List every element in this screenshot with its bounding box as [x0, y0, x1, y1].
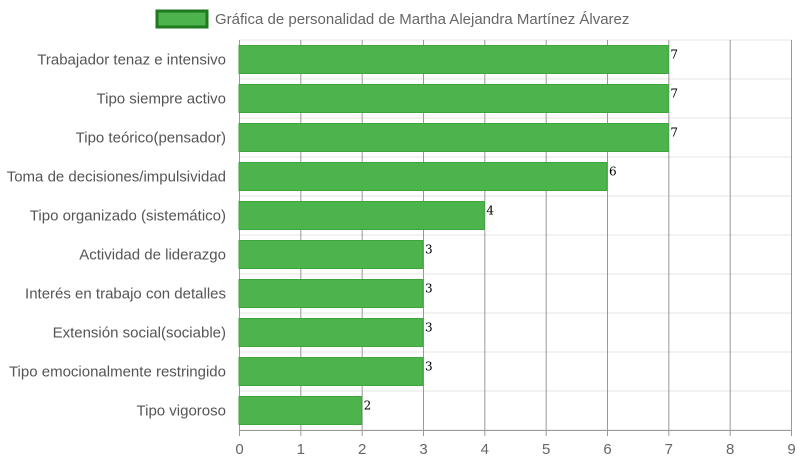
category-label: Trabajador tenaz e intensivo — [37, 52, 226, 69]
data-label: 2 — [364, 399, 372, 413]
x-axis: 0 1 2 3 4 5 6 7 8 9 — [235, 441, 795, 458]
data-label: 3 — [425, 282, 433, 296]
bar — [238, 45, 669, 74]
x-tick-label: 6 — [603, 441, 611, 458]
bar — [238, 396, 363, 425]
bar — [238, 201, 485, 230]
data-label: 3 — [425, 321, 433, 335]
category-label: Actividad de liderazgo — [79, 247, 226, 264]
data-label: 7 — [670, 87, 678, 101]
category-label: Tipo siempre activo — [97, 91, 227, 108]
category-label: Interés en trabajo con detalles — [25, 286, 226, 303]
x-tick-label: 0 — [235, 441, 243, 458]
bars — [238, 45, 669, 425]
data-label: 7 — [670, 126, 678, 140]
x-tick-label: 2 — [358, 441, 366, 458]
legend-swatch[interactable] — [155, 9, 209, 29]
value-labels: 7 7 7 6 4 3 3 3 3 2 — [364, 48, 678, 413]
legend[interactable]: Gráfica de personalidad de Martha Alejan… — [155, 9, 629, 29]
category-label: Tipo emocionalmente restringido — [9, 364, 226, 381]
x-tick-label: 4 — [481, 441, 489, 458]
data-label: 7 — [670, 48, 678, 62]
category-labels: Trabajador tenaz e intensivo Tipo siempre… — [7, 52, 226, 420]
category-label: Tipo teórico(pensador) — [76, 130, 226, 147]
data-label: 3 — [425, 243, 433, 257]
category-label: Tipo vigoroso — [137, 403, 227, 420]
x-tick-label: 5 — [542, 441, 550, 458]
bar — [238, 84, 669, 113]
bar — [238, 240, 424, 269]
bar — [238, 318, 424, 347]
x-tick-label: 3 — [419, 441, 427, 458]
x-tick-label: 7 — [665, 441, 673, 458]
bar — [238, 162, 608, 191]
category-label: Toma de decisiones/impulsividad — [7, 169, 226, 186]
bar — [238, 279, 424, 308]
bar — [238, 357, 424, 386]
bar — [238, 123, 669, 152]
x-tick-label: 9 — [787, 441, 795, 458]
legend-label[interactable]: Gráfica de personalidad de Martha Alejan… — [215, 11, 629, 28]
category-label: Tipo organizado (sistemático) — [30, 208, 226, 225]
x-tick-label: 8 — [726, 441, 734, 458]
x-tick-label: 1 — [297, 441, 305, 458]
data-label: 6 — [609, 165, 617, 179]
category-label: Extensión social(sociable) — [53, 325, 226, 342]
data-label: 3 — [425, 360, 433, 374]
data-label: 4 — [486, 204, 494, 218]
